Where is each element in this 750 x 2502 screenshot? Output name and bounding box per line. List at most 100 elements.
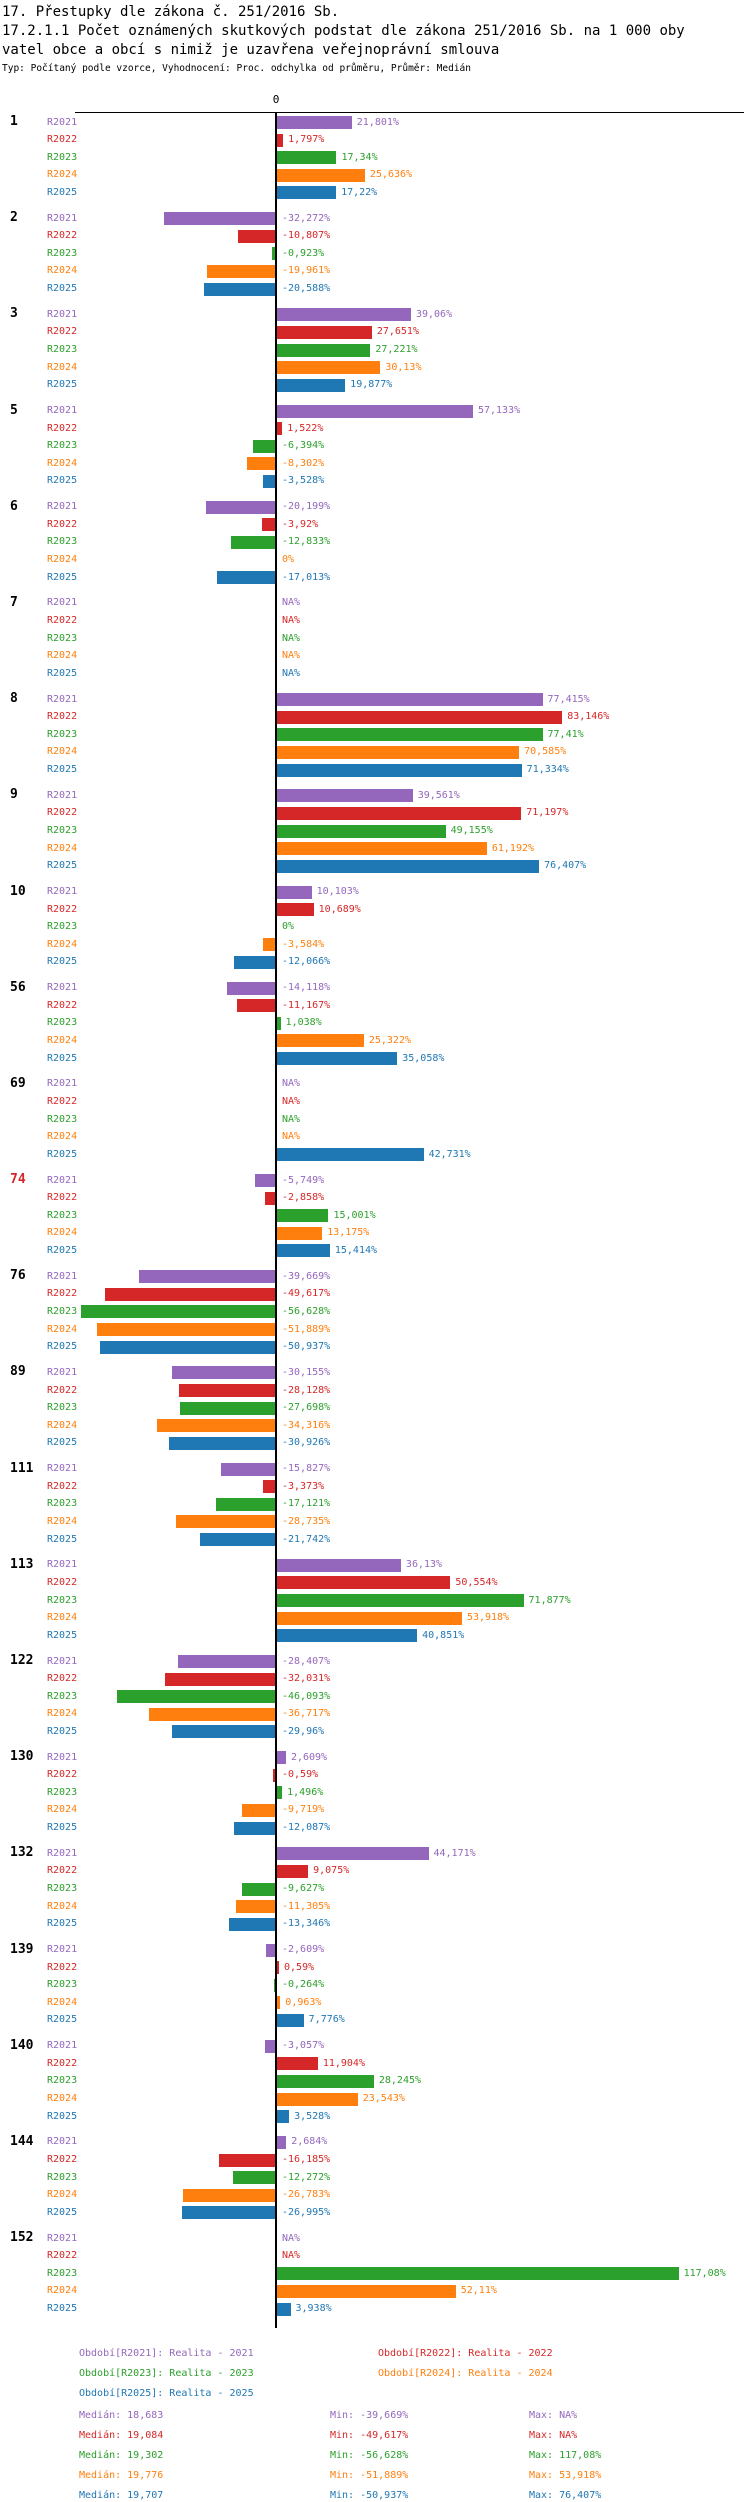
bar-row: R2024 25,322% (0, 1032, 750, 1050)
series-label: R2023 (47, 2075, 78, 2087)
bar (230, 535, 275, 549)
bar-group-89: 89 R2021 -30,155% R2022 -28,128% R2023 -27,698… (0, 1364, 750, 1452)
series-label: R2024 (47, 1227, 78, 1239)
series-label: R2024 (47, 1419, 78, 1431)
legend-row: Období[R2025]: Realita - 2025 (79, 2384, 750, 2404)
bar (277, 186, 337, 200)
bar-group-10: 10 R2021 10,103% R2022 10,689% R2023 0% R2024 -3… (0, 884, 750, 972)
value-label: -34,316% (282, 1419, 331, 1431)
report-title: 17. Přestupky dle zákona č. 251/2016 Sb. (2, 4, 340, 20)
series-label: R2023 (47, 1305, 78, 1317)
bar-row: R2023 27,221% (0, 342, 750, 360)
series-label: R2023 (47, 921, 78, 933)
series-label: R2025 (47, 1437, 78, 1449)
bar-row: R2025 42,731% (0, 1146, 750, 1164)
bar-row: R2023 77,41% (0, 726, 750, 744)
value-label: -5,749% (282, 1174, 325, 1186)
bar (176, 1515, 275, 1529)
value-label: -2,609% (282, 1944, 325, 1956)
legend-item-r2024: Období[R2024]: Realita - 2024 (378, 2368, 553, 2380)
value-label: -6,394% (282, 440, 325, 452)
bar (149, 1707, 275, 1721)
legend-item-r2025: Období[R2025]: Realita - 2025 (79, 2388, 254, 2400)
value-label: 76,407% (544, 860, 587, 872)
bar-row: R2024 0% (0, 552, 750, 570)
series-label: R2024 (47, 2093, 78, 2105)
series-label: R2025 (47, 283, 78, 295)
bar-row: R2025 -3,528% (0, 473, 750, 491)
bar-group-5: 5 R2021 57,133% R2022 1,522% R2023 -6,394% R202… (0, 403, 750, 491)
bar-row: R2024 -28,735% (0, 1513, 750, 1531)
series-label: R2023 (47, 247, 78, 259)
group-label: 152 (10, 2230, 34, 2246)
value-label: 28,245% (378, 2075, 422, 2087)
bar-row: R2022 NA% (0, 613, 750, 631)
value-label: 2,609% (290, 1751, 328, 1763)
value-label: 21,801% (356, 116, 399, 128)
bar-row: R2024 23,543% (0, 2091, 750, 2109)
value-label: -39,669% (282, 1270, 331, 1282)
bar-row: R2024 52,11% (0, 2283, 750, 2301)
bar-group-9: 9 R2021 39,561% R2022 71,197% R2023 49,155% R20… (0, 787, 750, 875)
bar (277, 2057, 318, 2071)
group-label: 9 (10, 787, 18, 803)
report-subtitle-line2: vatel obce a obcí s nimiž je uzavřena ve… (2, 42, 500, 58)
value-label: 0,59% (284, 1961, 315, 1973)
series-label: R2024 (47, 1131, 78, 1143)
bar (216, 1497, 275, 1511)
bar (277, 2135, 287, 2149)
series-label: R2025 (47, 860, 78, 872)
legend-item-r2022: Období[R2022]: Realita - 2022 (378, 2348, 553, 2360)
value-label: -14,118% (282, 982, 331, 994)
bar-row: R2024 0,963% (0, 1994, 750, 2012)
series-label: R2024 (47, 1323, 78, 1335)
bar (277, 1034, 364, 1048)
series-label: R2025 (47, 1244, 78, 1256)
series-label: R2022 (47, 999, 78, 1011)
bar-group-132: 132 R2021 44,171% R2022 9,075% R2023 -9,627% R2… (0, 1845, 750, 1933)
value-label: -19,961% (282, 265, 331, 277)
series-label: R2025 (47, 764, 78, 775)
series-label: R2022 (47, 711, 78, 723)
value-label: -15,827% (282, 1463, 331, 1475)
stat-max: Max: 76,407% (529, 2490, 602, 2502)
bar-row: R2025 -13,346% (0, 1916, 750, 1934)
series-label: R2023 (47, 2171, 78, 2183)
series-label: R2021 (47, 1847, 78, 1859)
series-label: R2022 (47, 518, 78, 530)
bar (277, 885, 312, 899)
bar-row: R2024 -36,717% (0, 1706, 750, 1724)
bar (80, 1305, 275, 1319)
bar-row: R2024 -19,961% (0, 263, 750, 281)
series-label: R2025 (47, 2110, 78, 2122)
series-label: R2021 (47, 308, 78, 320)
bar-chart: 0 1 R2021 21,801% R2022 1,797% R2023 17,34% R20… (0, 87, 750, 2330)
series-label: R2021 (47, 886, 78, 897)
bar (277, 806, 522, 820)
bar (277, 116, 352, 129)
bar (183, 2188, 275, 2202)
series-label: R2022 (47, 2250, 78, 2262)
bar-row: R2025 17,22% (0, 184, 750, 202)
series-label: R2023 (47, 1883, 78, 1895)
stat-median: Medián: 19,776 (79, 2470, 164, 2482)
series-label: R2022 (47, 230, 78, 242)
value-label: 0,963% (285, 1996, 322, 2008)
bar (219, 2153, 275, 2167)
bar (97, 1323, 275, 1337)
bar-row: R2022 27,651% (0, 324, 750, 342)
bar (271, 247, 275, 261)
bar (277, 763, 522, 777)
series-label: R2021 (47, 789, 78, 801)
bar-row: R2025 3,528% (0, 2108, 750, 2126)
bar-row: R2022 71,197% (0, 805, 750, 823)
series-label: R2021 (47, 1463, 78, 1475)
bar (277, 1244, 330, 1258)
bar (177, 1655, 275, 1668)
bar-row: R2021 77,415% (0, 691, 750, 709)
bar (157, 1419, 275, 1433)
value-label: -21,742% (282, 1533, 331, 1545)
series-label: R2025 (47, 1148, 78, 1160)
bar (277, 1016, 281, 1030)
